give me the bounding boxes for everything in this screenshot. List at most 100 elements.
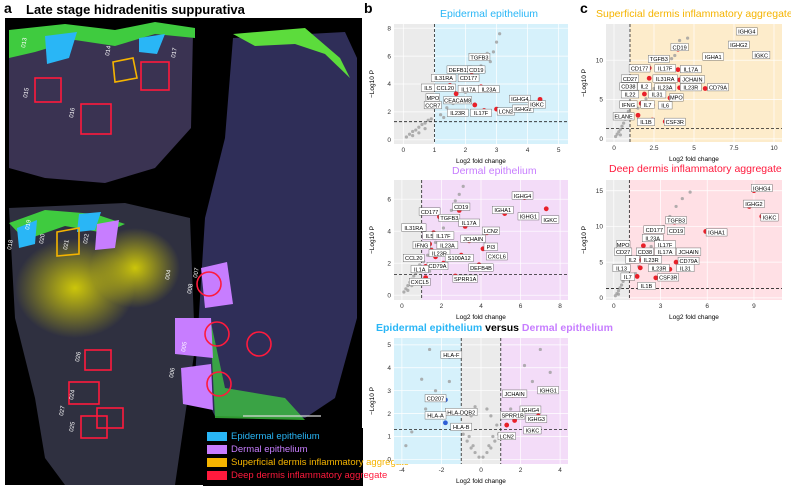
legend-label: Superficial dermis inflammatory aggregat…	[231, 457, 409, 468]
gene-label: IL17A	[683, 67, 698, 73]
gene-label-box	[664, 117, 686, 126]
gene-label-box	[450, 422, 472, 431]
gene-label: IL7	[624, 275, 632, 281]
x-tick-label: 0	[479, 467, 483, 474]
data-point-ns	[411, 134, 415, 138]
gene-label: IL17F	[436, 234, 451, 240]
gene-label: IL17F	[474, 111, 489, 117]
data-point-ns	[453, 199, 457, 203]
panel-letter-c: c	[580, 0, 588, 16]
gene-label-box	[525, 414, 548, 423]
gene-label: CD38	[638, 250, 652, 256]
data-point-ns	[411, 129, 415, 134]
x-tick-label: -2	[439, 467, 445, 474]
data-point-ns	[688, 190, 692, 194]
gene-label: CD38	[621, 85, 635, 91]
y-tick-label: 4	[387, 81, 391, 88]
gene-label: HLA-F	[443, 353, 460, 359]
volcano-plot-epidermal: 0 1 2 3 4 5 0 2 4 6 8 Log2 fold change −Log10 P TGFB3…	[369, 24, 568, 165]
x-tick-label: 4	[479, 303, 483, 310]
gene-label: IL22	[625, 93, 636, 99]
gene-label: CD177	[646, 228, 663, 234]
data-point-up	[635, 112, 641, 118]
roi-label: 024	[69, 389, 77, 401]
gene-label-box	[541, 215, 560, 224]
data-point-up	[646, 75, 652, 81]
data-point-ns	[649, 244, 653, 249]
gene-label-box	[676, 264, 695, 272]
x-axis-label: Log2 fold change	[456, 314, 506, 321]
gene-label: HLA-DQB2	[447, 410, 475, 416]
roi-label: 017	[171, 47, 179, 59]
gene-label: IGHA1	[705, 55, 722, 61]
shaded-region	[421, 180, 568, 300]
data-point-ns	[686, 36, 690, 40]
gene-label-box	[743, 199, 765, 208]
gene-label-box	[657, 273, 680, 282]
x-tick-label: 0	[402, 147, 406, 154]
gene-label-box	[670, 43, 689, 51]
gene-label-box	[481, 226, 500, 235]
gene-label: CXCL6	[488, 255, 506, 261]
gene-label: IGHA1	[494, 208, 511, 214]
data-point-ns	[447, 379, 451, 384]
x-tick-label: 0	[400, 303, 404, 310]
gene-label: IFNG	[622, 103, 635, 109]
gene-label: IL31RA	[404, 226, 423, 232]
legend-label: Epidermal epithelium	[231, 431, 320, 442]
gene-label-box	[401, 223, 427, 232]
gene-label: DEFB4B	[470, 266, 492, 272]
gene-label-box	[452, 202, 471, 211]
x-tick-label: 2	[464, 147, 468, 154]
y-tick-label: 4	[387, 365, 391, 372]
gene-label-box	[537, 386, 559, 395]
gene-label: MPO	[670, 96, 683, 102]
tissue-image: 013 014 015 016 017 018 019 020 021 022 …	[5, 18, 362, 485]
gene-label-box	[707, 83, 729, 92]
roi-legend: Epidermal epithelium Dermal epithelium S…	[203, 428, 409, 486]
gene-label: IL23A	[658, 86, 673, 92]
data-point-ns	[420, 377, 424, 381]
gene-label: IGHG4	[511, 97, 528, 103]
gene-label-box	[612, 264, 631, 272]
x-tick-label: 3	[495, 147, 499, 154]
data-point-ns	[670, 57, 674, 61]
gene-label: IL2	[629, 258, 637, 264]
gene-label: MPO	[617, 243, 630, 249]
gene-label: CD177	[460, 76, 477, 82]
panel-letter-a: a	[4, 0, 12, 16]
data-point-ns	[673, 53, 677, 58]
data-point-ns	[494, 40, 499, 44]
data-point-ns	[615, 132, 619, 136]
gene-label: LCN2	[500, 434, 514, 440]
x-tick-label: 4	[558, 467, 562, 474]
x-tick-label: 2	[519, 467, 523, 474]
gene-label: IGKC	[526, 429, 540, 435]
gene-label: IGHG1	[520, 215, 537, 221]
x-tick-label: 2	[440, 303, 444, 310]
gene-label-box	[625, 255, 640, 264]
gene-label-box	[648, 264, 670, 272]
gene-label-box	[760, 213, 779, 222]
data-point-ns	[442, 115, 446, 120]
x-tick-label: 0	[612, 303, 616, 310]
gene-label: LCN2	[499, 110, 513, 116]
data-point-ns	[491, 50, 496, 54]
data-point-ns	[441, 226, 446, 230]
gene-label-box	[412, 241, 431, 250]
gene-label: CD207	[427, 397, 444, 403]
gene-label-box	[523, 426, 542, 435]
legend-swatch	[207, 432, 227, 441]
roi-label: 016	[69, 107, 77, 119]
gene-label: JCHAIN	[678, 250, 698, 256]
roi-label: 014	[105, 45, 113, 57]
gene-label: CCL20	[405, 256, 422, 262]
data-point-ns	[404, 135, 409, 139]
data-point-ns	[680, 196, 684, 201]
data-point-up	[675, 67, 681, 73]
data-point-ns	[493, 439, 497, 443]
volcano-plot-dermal: 0 2 4 6 8 0 2 4 6 Log2 fold change −Log10 P IGHG4 CD…	[369, 180, 568, 321]
gene-label: IL23A	[481, 87, 496, 93]
data-point-ns	[445, 106, 449, 110]
y-axis-label: −Log10 P	[369, 226, 376, 254]
